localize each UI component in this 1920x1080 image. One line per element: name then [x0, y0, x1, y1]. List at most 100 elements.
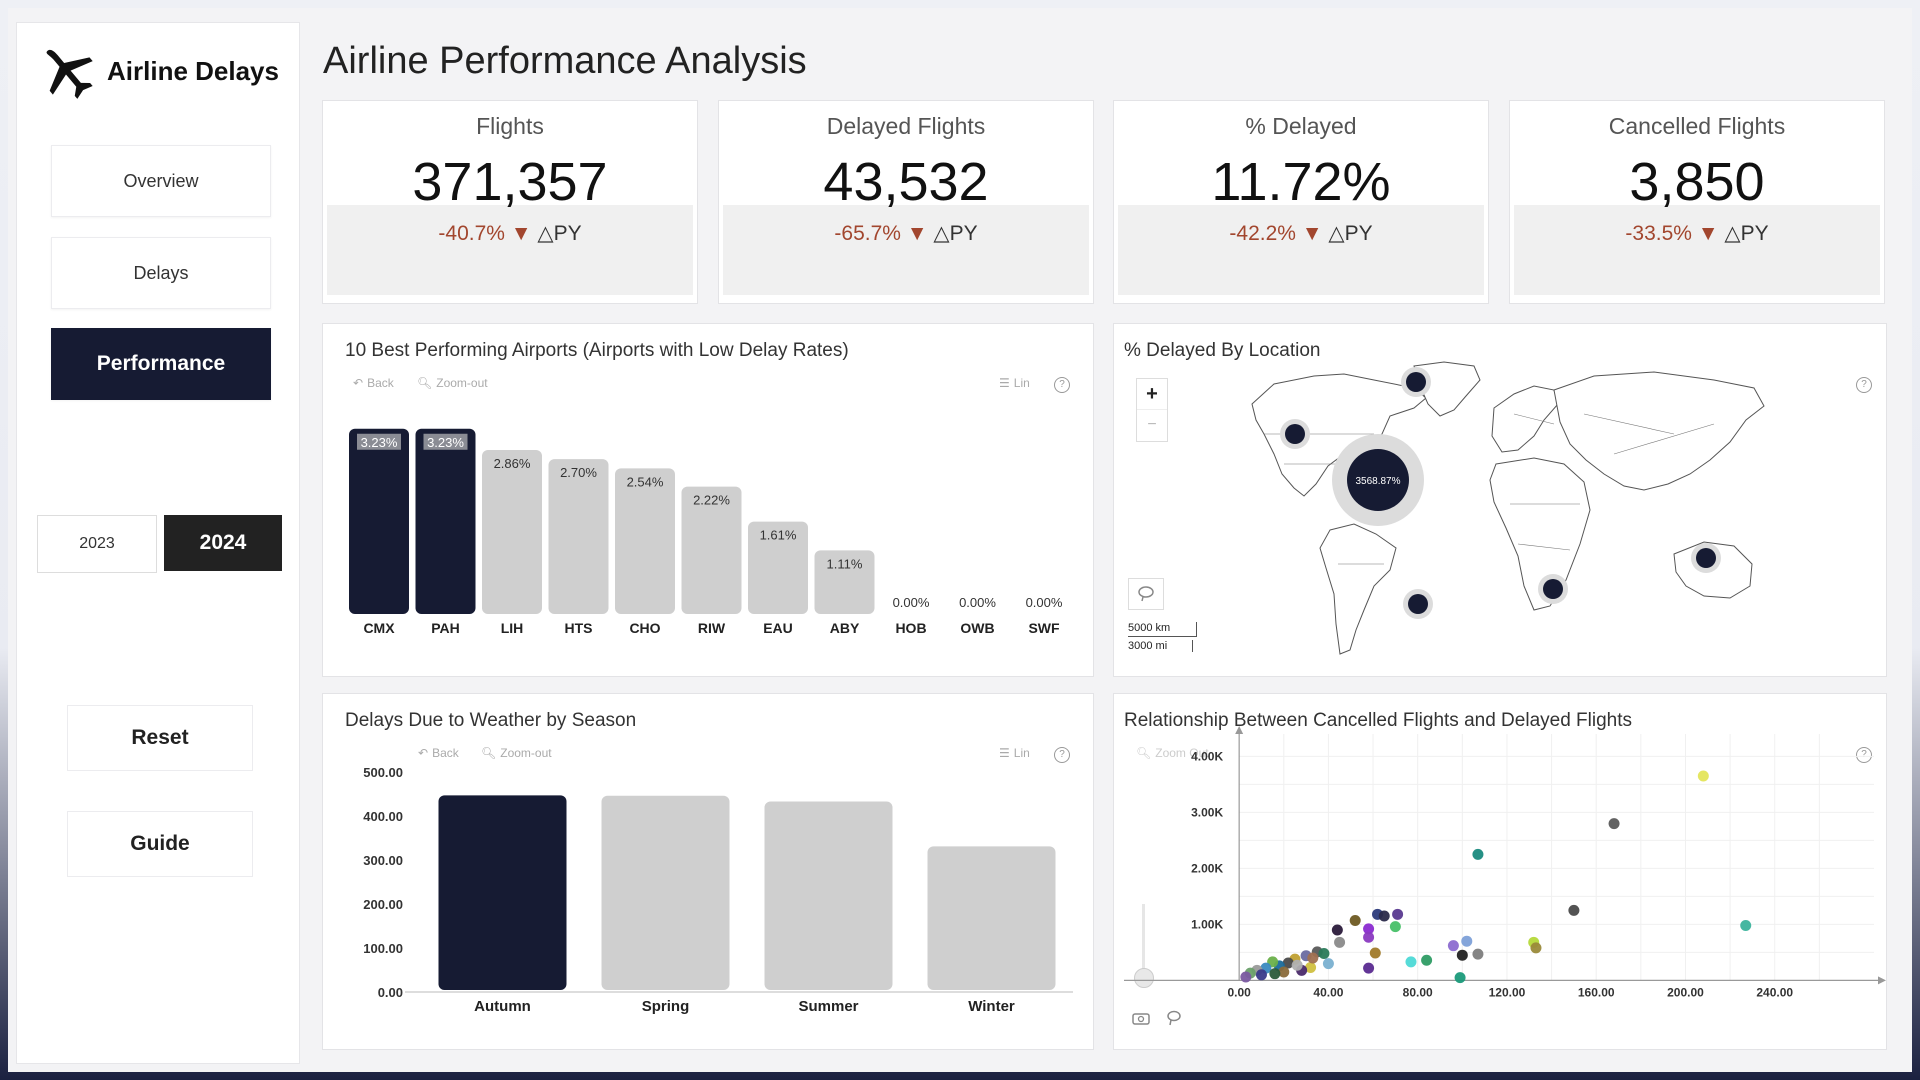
back-arrow-icon: ↶ [418, 746, 429, 760]
kpi-py-label: △PY [1724, 222, 1769, 245]
map-zoom-out-button[interactable]: − [1137, 409, 1167, 440]
airport-data-label: 2.70% [560, 465, 597, 480]
kpi-value: 43,532 [823, 152, 989, 212]
nav-overview-button[interactable]: Overview [51, 145, 271, 217]
sidebar: Airline Delays Overview Delays Performan… [16, 22, 300, 1064]
x-tick-label: 160.00 [1578, 985, 1615, 999]
help-icon[interactable]: ? [1856, 377, 1872, 393]
app-logo: Airline Delays [35, 39, 279, 103]
season-tick-label: Summer [798, 998, 858, 1015]
airport-tick-label: LIH [501, 620, 524, 636]
airports-bar-chart: 3.23% CMX 3.23% PAH 2.86% LIH 2.70% HTS 2.54% CHO… [349, 428, 1063, 636]
scatter-chart: 0.00 40.00 80.00 120.00 160.00 200.00 240.00 1.… [1124, 726, 1886, 999]
year-2023-button[interactable]: 2023 [37, 515, 157, 573]
kpi-label: Flights [476, 113, 544, 139]
zoom-slider-handle[interactable] [1134, 968, 1154, 988]
season-tick-label: Autumn [474, 998, 531, 1015]
nav-performance-button[interactable]: Performance [51, 328, 271, 400]
y-tick-label: 500.00 [363, 765, 403, 780]
scatter-point [1278, 966, 1290, 978]
season-tick-label: Spring [642, 998, 690, 1015]
help-icon[interactable]: ? [1856, 747, 1872, 763]
year-2024-button[interactable]: 2024 [164, 515, 282, 571]
magnifier-icon: 🔍︎ [417, 376, 433, 390]
scatter-point [1740, 920, 1752, 932]
lasso-icon[interactable] [1166, 1010, 1182, 1028]
data-label-bg [423, 433, 468, 450]
map-south-america [1319, 523, 1397, 655]
airports-chart-title: 10 Best Performing Airports (Airports wi… [345, 340, 849, 361]
kpi-delta: -42.2% ▼ △PY [1114, 221, 1488, 246]
world-map[interactable]: 3568.87% [1114, 324, 1886, 676]
kpi-py-label: △PY [537, 222, 582, 245]
airport-data-label: 1.61% [760, 528, 797, 543]
zoom-out-button[interactable]: 🔍︎ Zoom-out [417, 376, 488, 390]
airport-data-label: 2.22% [693, 493, 730, 508]
airport-tick-label: PAH [431, 620, 460, 636]
down-triangle-icon: ▼ [1301, 222, 1323, 245]
scatter-point [1305, 962, 1317, 974]
season-bar [601, 795, 730, 990]
map-scale-km: 5000 km [1128, 622, 1197, 637]
season-bar [927, 846, 1056, 990]
airport-bar [482, 449, 542, 614]
airport-tick-label: ABY [830, 620, 860, 636]
scatter-point [1282, 957, 1294, 969]
season-bar [438, 795, 567, 990]
nav-delays-button[interactable]: Delays [51, 237, 271, 309]
airport-tick-label: EAU [763, 620, 793, 636]
zoom-out-button[interactable]: 🔍︎ Zoom Out [1136, 746, 1209, 760]
kpi-value: 3,850 [1629, 152, 1765, 212]
zoom-out-button[interactable]: 🔍︎ Zoom-out [481, 746, 552, 760]
lin-toggle[interactable]: ☰ Lin [999, 746, 1030, 760]
y-tick-label: 200.00 [363, 897, 403, 912]
y-tick-label: 4.00K [1191, 749, 1223, 763]
scatter-point [1269, 968, 1281, 980]
map-scale-mi: 3000 mi [1128, 640, 1193, 652]
kpi-delta-value: -40.7% [438, 222, 505, 245]
back-arrow-icon: ↶ [353, 376, 364, 390]
guide-button[interactable]: Guide [67, 811, 253, 877]
scatter-point [1255, 969, 1267, 981]
map-asia [1553, 371, 1765, 491]
airport-data-label: 2.54% [627, 474, 664, 489]
map-bubble-south-america [1408, 594, 1428, 614]
kpi-value: 371,357 [412, 152, 608, 212]
airport-bar [814, 550, 875, 614]
airport-data-label: 0.00% [959, 595, 996, 610]
airplane-icon [46, 49, 93, 99]
lasso-select-button[interactable] [1128, 578, 1164, 610]
kpi-delta-value: -33.5% [1625, 222, 1692, 245]
down-triangle-icon: ▼ [510, 222, 532, 245]
reset-button[interactable]: Reset [67, 705, 253, 771]
map-zoom-in-button[interactable]: + [1146, 383, 1158, 405]
scatter-point [1389, 921, 1401, 933]
scatter-point [1331, 924, 1343, 936]
back-button[interactable]: ↶ Back [418, 746, 459, 760]
kpi-label: Delayed Flights [826, 113, 986, 139]
map-bubble-alaska [1406, 372, 1426, 392]
scatter-point [1472, 848, 1484, 860]
scatter-point [1447, 940, 1459, 952]
scatter-point [1334, 936, 1346, 948]
y-tick-label: 2.00K [1191, 861, 1223, 875]
x-tick-label: 120.00 [1489, 985, 1526, 999]
help-icon[interactable]: ? [1054, 377, 1070, 393]
kpi-delta-value: -65.7% [834, 222, 901, 245]
kpi-delta: -65.7% ▼ △PY [719, 221, 1093, 246]
map-bubble-west-us [1285, 424, 1305, 444]
zoom-slider-track[interactable] [1142, 904, 1145, 974]
scatter-point [1608, 818, 1620, 830]
screenshot-icon[interactable] [1132, 1012, 1150, 1026]
lin-toggle[interactable]: ☰ Lin [999, 376, 1030, 390]
scatter-point [1318, 948, 1330, 960]
lasso-icon [1138, 586, 1154, 602]
help-icon[interactable]: ? [1054, 747, 1070, 763]
airport-tick-label: RIW [698, 620, 726, 636]
down-triangle-icon: ▼ [1697, 222, 1719, 245]
weather-chart-panel: Delays Due to Weather by Season ↶ Back 🔍︎… [322, 693, 1094, 1050]
scatter-point [1421, 954, 1433, 966]
kpi-delta-value: -42.2% [1229, 222, 1296, 245]
kpi-card-cancelled-flights: Cancelled Flights 3,850 -33.5% ▼ △PY [1509, 100, 1885, 304]
back-button[interactable]: ↶ Back [353, 376, 394, 390]
